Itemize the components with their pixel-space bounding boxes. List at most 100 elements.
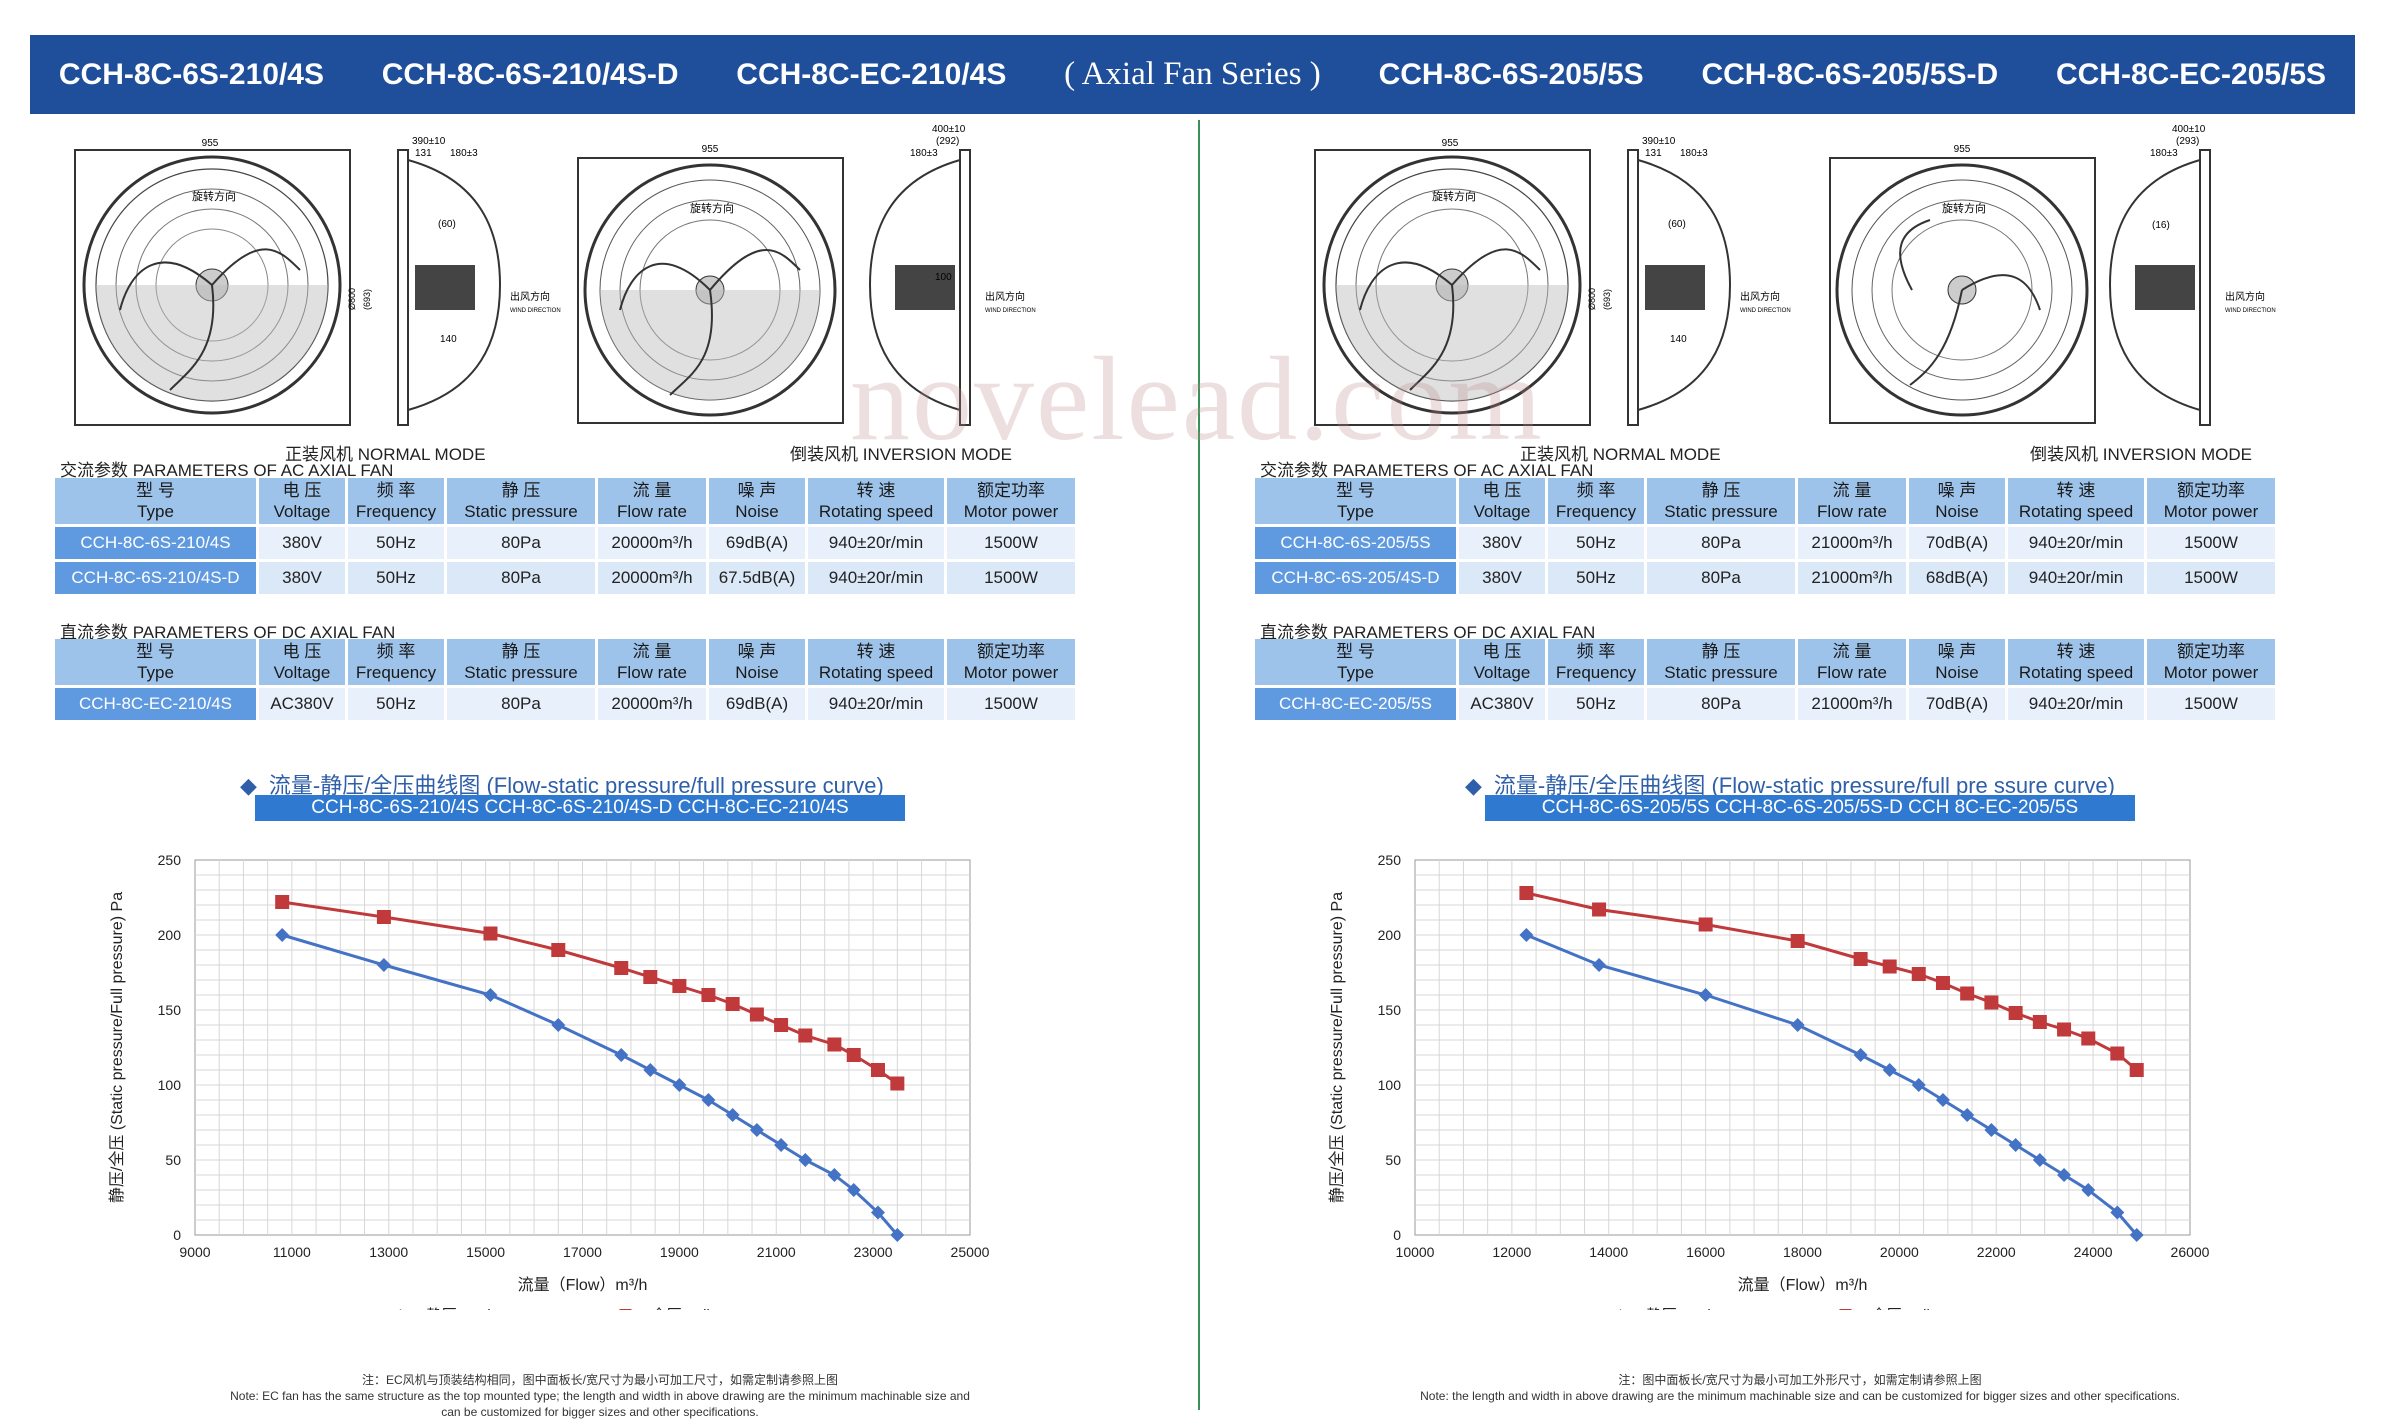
- rotation-label-inv: 旋转方向: [690, 201, 734, 215]
- x-tick-label: 15000: [466, 1244, 505, 1260]
- data-point-full: [798, 1028, 813, 1043]
- data-point-static: [1935, 1093, 1950, 1107]
- cell-flow-rate: 21000m³/h: [1798, 527, 1906, 559]
- dc-params-table-left: 型 号 Type 电 压 Voltage 频 率 Frequency 静 压 Stati…: [52, 636, 1078, 723]
- ac-params-table-left: 型 号 Type 电 压 Voltage 频 率 Frequency 静 压 Stati…: [52, 475, 1078, 597]
- fan-front-view-inversion: 955 旋转方向: [577, 144, 844, 424]
- cell-motor-power: 1500W: [947, 527, 1075, 559]
- data-point-full: [1935, 976, 1950, 990]
- table-row: CCH-8C-EC-210/4S AC380V 50Hz 80Pa 20000m…: [55, 688, 1075, 720]
- footnote-en-1: Note: EC fan has the same structure as t…: [230, 1389, 970, 1403]
- dim-390: 390±10: [412, 136, 446, 147]
- data-point-static: [275, 928, 290, 942]
- th-frequency: 频 率 Frequency: [1548, 639, 1644, 685]
- dim-693: (693): [1602, 289, 1612, 310]
- dim-955: 955: [1442, 138, 1459, 149]
- cell-static-pressure: 80Pa: [1647, 688, 1795, 720]
- fan-side-view-inversion: 400±10 (292) 180±3 100 出风方向 WIND DIRECTI…: [868, 124, 1036, 426]
- data-point-full: [725, 997, 740, 1011]
- x-tick-label: 26000: [2171, 1244, 2210, 1260]
- cell-voltage: 380V: [1459, 527, 1545, 559]
- th-noise: 噪 声 Noise: [709, 478, 805, 524]
- th-static-pressure: 静 压 Static pressure: [1647, 639, 1795, 685]
- cell-static-pressure: 80Pa: [447, 688, 595, 720]
- cell-rotating-speed: 940±20r/min: [808, 688, 944, 720]
- dim-955-inv: 955: [1954, 144, 1971, 155]
- series-line-static: [1525, 933, 2138, 1236]
- legend-marker-full: [619, 1309, 632, 1310]
- y-tick-label: 250: [1378, 852, 1402, 868]
- cell-type: CCH-8C-6S-210/4S-D: [55, 562, 256, 594]
- th-noise: 噪 声 Noise: [709, 639, 805, 685]
- rotation-label: 旋转方向: [192, 189, 236, 203]
- series-line-static: [281, 933, 899, 1236]
- wind-direction-label-inv: 出风方向: [985, 290, 1025, 303]
- data-point-static: [2008, 1138, 2023, 1152]
- dim-60: (60): [438, 219, 456, 230]
- data-point-static: [774, 1138, 789, 1152]
- data-point-static: [643, 1063, 658, 1077]
- dim-400: 400±10: [2172, 124, 2206, 135]
- data-point-full: [1853, 952, 1868, 966]
- cell-flow-rate: 20000m³/h: [598, 688, 706, 720]
- th-voltage: 电 压 Voltage: [259, 478, 345, 524]
- data-point-full: [846, 1048, 861, 1062]
- th-frequency: 频 率 Frequency: [348, 478, 444, 524]
- y-axis-label: 静压/全压 (Static pressure/Full pressure) Pa: [1328, 892, 1346, 1203]
- th-voltage: 电 压 Voltage: [1459, 478, 1545, 524]
- y-tick-label: 150: [158, 1002, 182, 1018]
- x-tick-label: 13000: [369, 1244, 408, 1260]
- fan-front-view-normal: 955 旋转方向: [1314, 138, 1591, 426]
- x-tick-label: 22000: [1977, 1244, 2016, 1260]
- data-point-full: [1911, 967, 1926, 981]
- cell-voltage: 380V: [259, 527, 345, 559]
- cell-static-pressure: 80Pa: [447, 527, 595, 559]
- dim-140: 140: [1670, 334, 1687, 345]
- cell-motor-power: 1500W: [2147, 527, 2275, 559]
- cell-noise: 68dB(A): [1909, 562, 2005, 594]
- th-type: 型 号 Type: [1255, 478, 1456, 524]
- cell-voltage: 380V: [1459, 562, 1545, 594]
- curve-models-bar-left: CCH-8C-6S-210/4S CCH-8C-6S-210/4S-D CCH-…: [255, 795, 905, 821]
- data-point-full: [749, 1007, 764, 1022]
- x-tick-label: 23000: [854, 1244, 893, 1260]
- fan-front-view-normal: 955 旋转方向: [74, 138, 351, 426]
- data-point-static: [1984, 1123, 1999, 1137]
- cell-voltage: 380V: [259, 562, 345, 594]
- data-point-static: [551, 1018, 566, 1032]
- banner-model-2: CCH-8C-6S-210/4S-D: [381, 57, 679, 91]
- data-point-full: [2032, 1015, 2047, 1029]
- fan-side-view-normal: 390±10 131 180±3 (60) 140 Ø800 (693) 出风方…: [1587, 136, 1791, 426]
- y-tick-label: 200: [1378, 927, 1402, 943]
- th-rotating-speed: 转 速 Rotating speed: [2008, 639, 2144, 685]
- banner-model-6: CCH-8C-EC-205/5S: [2055, 57, 2327, 91]
- cell-rotating-speed: 940±20r/min: [2008, 562, 2144, 594]
- cell-motor-power: 1500W: [2147, 688, 2275, 720]
- x-tick-label: 21000: [757, 1244, 796, 1260]
- data-point-full: [870, 1063, 885, 1077]
- footnote-cn: 注：图中面板长/宽尺寸为最小可加工外形尺寸，如需定制请参照上图: [1618, 1373, 1982, 1387]
- data-point-full: [275, 895, 290, 909]
- dim-955: 955: [202, 138, 219, 149]
- table-row: CCH-8C-6S-210/4S-D 380V 50Hz 80Pa 20000m…: [55, 562, 1075, 594]
- cell-motor-power: 1500W: [2147, 562, 2275, 594]
- x-tick-label: 16000: [1686, 1244, 1725, 1260]
- wind-direction-en: WIND DIRECTION: [1740, 308, 1791, 314]
- dim-100: 100: [935, 272, 952, 283]
- ac-params-table-right: 型 号 Type 电 压 Voltage 频 率 Frequency 静 压 Stati…: [1252, 475, 2278, 597]
- data-point-full: [551, 943, 566, 957]
- x-tick-label: 18000: [1783, 1244, 1822, 1260]
- banner-model-4: CCH-8C-6S-205/5S: [1378, 57, 1644, 91]
- data-point-full: [1790, 934, 1805, 948]
- legend-label: 全压 Full pressure: [1872, 1306, 1993, 1310]
- wind-direction-en-inv: WIND DIRECTION: [2225, 308, 2276, 314]
- th-flow-rate: 流 量 Flow rate: [1798, 639, 1906, 685]
- cell-flow-rate: 20000m³/h: [598, 562, 706, 594]
- data-point-static: [2110, 1205, 2125, 1220]
- normal-mode-label: 正装风机 NORMAL MODE: [1520, 445, 1721, 464]
- x-axis-label: 流量（Flow）m³/h: [1738, 1276, 1868, 1294]
- wind-direction-en-inv: WIND DIRECTION: [985, 308, 1036, 314]
- watermark: novelead.com: [850, 332, 1544, 465]
- data-point-static: [1911, 1078, 1926, 1092]
- curve-title-left: ◆ 流量-静压/全压曲线图 (Flow-static pressure/full …: [240, 773, 884, 798]
